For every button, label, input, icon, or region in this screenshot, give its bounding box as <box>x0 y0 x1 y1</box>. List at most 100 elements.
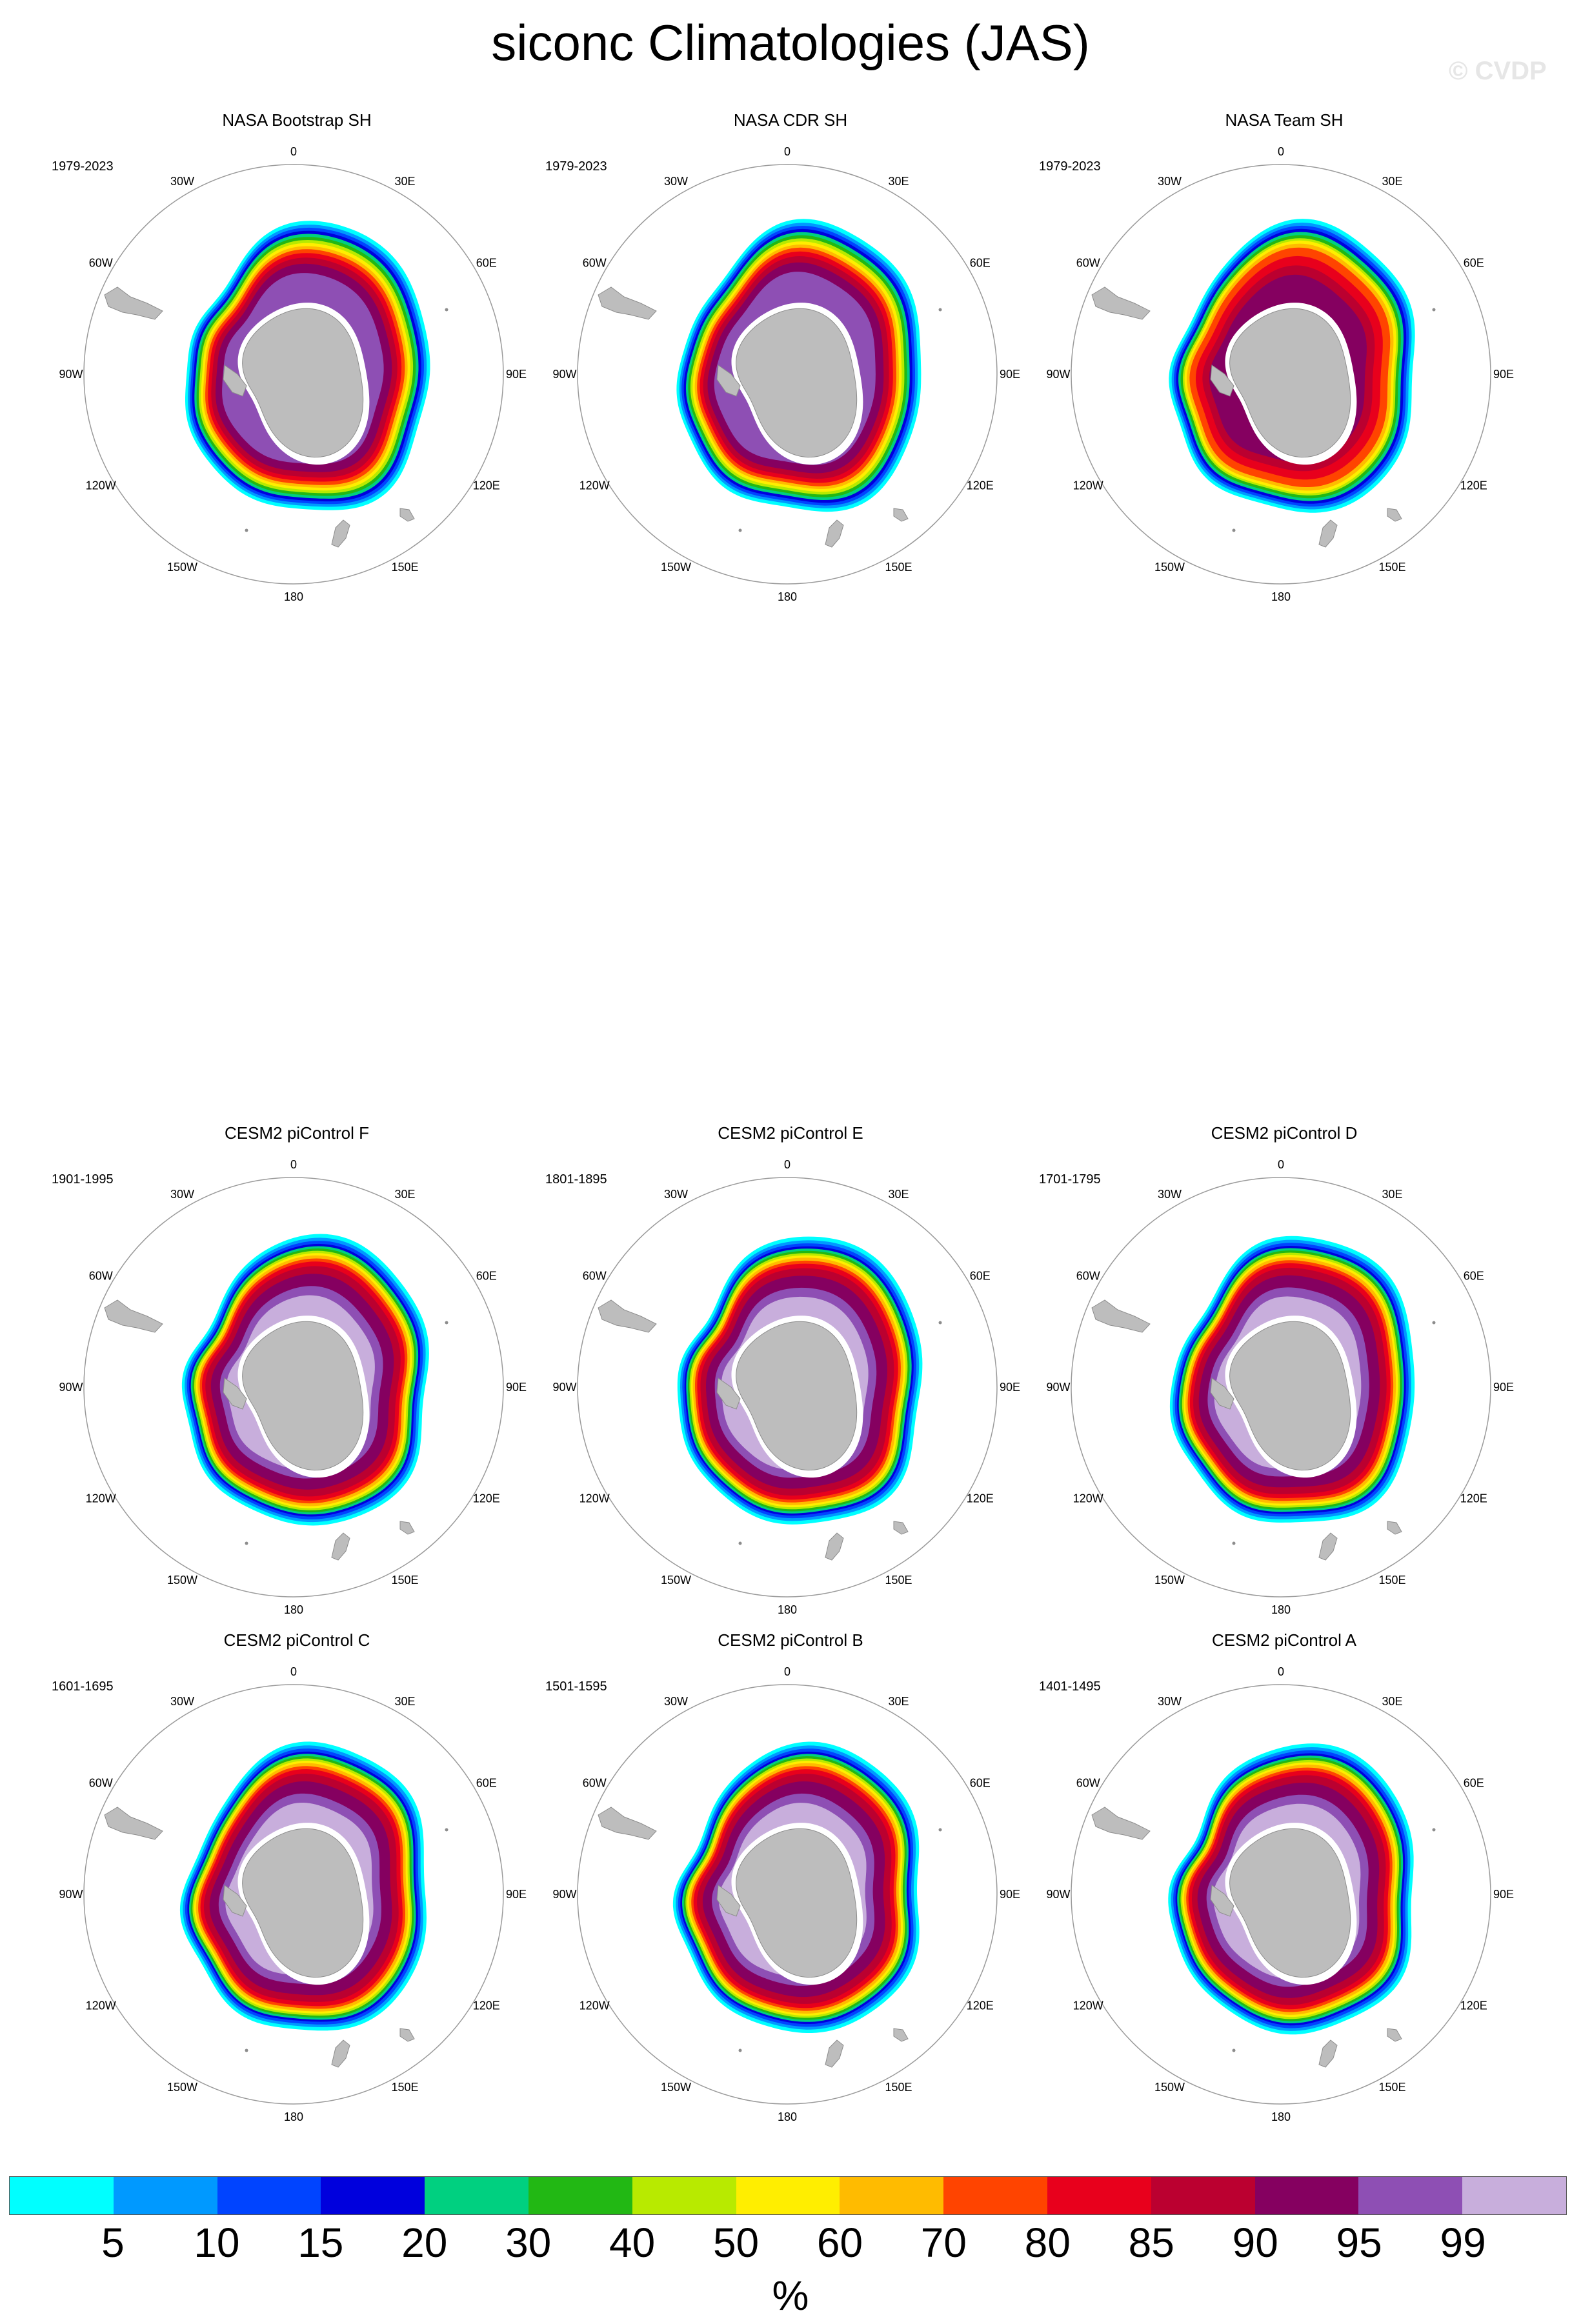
panel-years: 1801-1895 <box>545 1172 607 1187</box>
longitude-label: 120E <box>1460 1492 1487 1505</box>
longitude-label: 150W <box>1154 1574 1185 1587</box>
longitude-label: 150W <box>661 561 691 574</box>
tasmania <box>893 2028 909 2042</box>
polar-map: 0 30E 60E 90E 120E 150E 180 150W 120W 90W 60W 30W <box>1046 1158 1514 1616</box>
island-dot <box>245 2049 248 2052</box>
longitude-label: 60W <box>1076 1270 1100 1283</box>
longitude-label: 120E <box>1460 479 1487 492</box>
longitude-label: 0 <box>290 145 297 158</box>
polar-map: 0 30E 60E 90E 120E 150E 180 150W 120W 90W 60W 30W <box>552 1665 1020 2123</box>
new-zealand <box>1318 519 1338 548</box>
map-panel-cesm2-a: CESM2 piControl A 1401-1495 0 30E 60E 90E 12… <box>1039 1630 1529 2123</box>
longitude-label: 180 <box>1271 1603 1291 1616</box>
longitude-label: 30E <box>394 1695 415 1708</box>
longitude-label: 60W <box>583 257 607 270</box>
longitude-label: 150W <box>167 1574 197 1587</box>
polar-map: 0 30E 60E 90E 120E 150E 180 150W 120W 90W 60W 30W <box>59 1665 527 2123</box>
antarctica-landmass <box>242 1828 364 1978</box>
polar-map: 0 30E 60E 90E 120E 150E 180 150W 120W 90W 60W 30W <box>59 145 527 603</box>
longitude-label: 90W <box>59 1381 83 1394</box>
longitude-label: 180 <box>778 1603 797 1616</box>
south-america-tip <box>598 1807 657 1840</box>
colorbar-box <box>10 2177 114 2214</box>
colorbar-box <box>632 2177 736 2214</box>
colorbar-tick-label: 85 <box>1128 2219 1174 2266</box>
island-dot <box>938 1828 942 1832</box>
island-dot <box>938 308 942 312</box>
panel-years: 1979-2023 <box>1039 159 1101 174</box>
island-dot <box>1432 1828 1436 1832</box>
longitude-label: 0 <box>1278 145 1284 158</box>
longitude-label: 0 <box>784 145 790 158</box>
colorbar-box <box>425 2177 529 2214</box>
new-zealand <box>331 2039 350 2068</box>
longitude-label: 90E <box>1493 368 1514 381</box>
panel-title: NASA Bootstrap SH <box>222 110 372 130</box>
antarctica-landmass <box>736 1828 858 1978</box>
longitude-label: 90W <box>552 1888 576 1901</box>
longitude-label: 120E <box>1460 1999 1487 2012</box>
polar-map: 0 30E 60E 90E 120E 150E 180 150W 120W 90W 60W 30W <box>552 145 1020 603</box>
colorbar-tick-label: 95 <box>1336 2219 1382 2266</box>
longitude-label: 60W <box>1076 1777 1100 1790</box>
polar-map: 0 30E 60E 90E 120E 150E 180 150W 120W 90W 60W 30W <box>1046 1665 1514 2123</box>
island-dot <box>245 1541 248 1545</box>
longitude-label: 0 <box>784 1158 790 1171</box>
antarctic-peninsula <box>716 1885 741 1917</box>
colorbar-box <box>1151 2177 1255 2214</box>
colorbar-tick-label: 5 <box>101 2219 125 2266</box>
longitude-label: 150E <box>1378 561 1405 574</box>
longitude-label: 150W <box>1154 561 1185 574</box>
island-dot <box>445 1321 448 1325</box>
longitude-label: 150W <box>1154 2081 1185 2094</box>
longitude-label: 90W <box>1046 1381 1070 1394</box>
longitude-label: 150E <box>1378 1574 1405 1587</box>
polar-map: 0 30E 60E 90E 120E 150E 180 150W 120W 90W 60W 30W <box>1046 145 1514 603</box>
south-america-tip <box>1091 1807 1151 1840</box>
panel-title: CESM2 piControl B <box>718 1630 863 1650</box>
longitude-label: 30W <box>1158 1695 1182 1708</box>
colorbar-tick-label: 50 <box>712 2219 760 2266</box>
longitude-label: 30W <box>170 1695 194 1708</box>
island-dot <box>445 1828 448 1832</box>
longitude-label: 150W <box>167 2081 197 2094</box>
tasmania <box>893 508 909 522</box>
island-dot <box>738 2049 742 2052</box>
colorbar-box <box>840 2177 944 2214</box>
longitude-label: 60E <box>1464 257 1484 270</box>
longitude-label: 90E <box>1000 368 1020 381</box>
longitude-label: 90W <box>1046 1888 1070 1901</box>
tasmania <box>399 508 415 522</box>
colorbar-unit-label: % <box>772 2272 809 2319</box>
longitude-label: 150E <box>391 1574 418 1587</box>
longitude-label: 90W <box>552 1381 576 1394</box>
longitude-label: 150W <box>167 561 197 574</box>
new-zealand <box>825 1532 844 1561</box>
longitude-label: 180 <box>1271 2110 1291 2123</box>
longitude-label: 60W <box>583 1270 607 1283</box>
longitude-label: 30E <box>888 1695 909 1708</box>
longitude-label: 30E <box>888 1188 909 1201</box>
antarctica-landmass <box>1229 1321 1351 1471</box>
longitude-label: 150W <box>661 1574 691 1587</box>
longitude-label: 30E <box>394 175 415 188</box>
island-dot <box>738 1541 742 1545</box>
tasmania <box>893 1521 909 1535</box>
panel-years: 1979-2023 <box>545 159 607 174</box>
longitude-label: 120E <box>473 479 500 492</box>
colorbar-box <box>217 2177 321 2214</box>
longitude-label: 30W <box>1158 1188 1182 1201</box>
map-panel-cesm2-b: CESM2 piControl B 1501-1595 0 30E 60E 90E 12… <box>545 1630 1036 2123</box>
longitude-label: 120E <box>967 1999 994 2012</box>
figure-title: siconc Climatologies (JAS) <box>491 14 1090 71</box>
south-america-tip <box>104 286 163 320</box>
longitude-label: 120W <box>579 1999 610 2012</box>
antarctic-peninsula <box>1210 1377 1234 1410</box>
panel-title: CESM2 piControl E <box>718 1123 863 1143</box>
longitude-label: 120W <box>86 1492 116 1505</box>
island-dot <box>738 528 742 532</box>
island-dot <box>1232 2049 1236 2052</box>
colorbar-box <box>113 2177 217 2214</box>
longitude-label: 150E <box>1378 2081 1405 2094</box>
colorbar-tick-label: 10 <box>194 2219 240 2266</box>
